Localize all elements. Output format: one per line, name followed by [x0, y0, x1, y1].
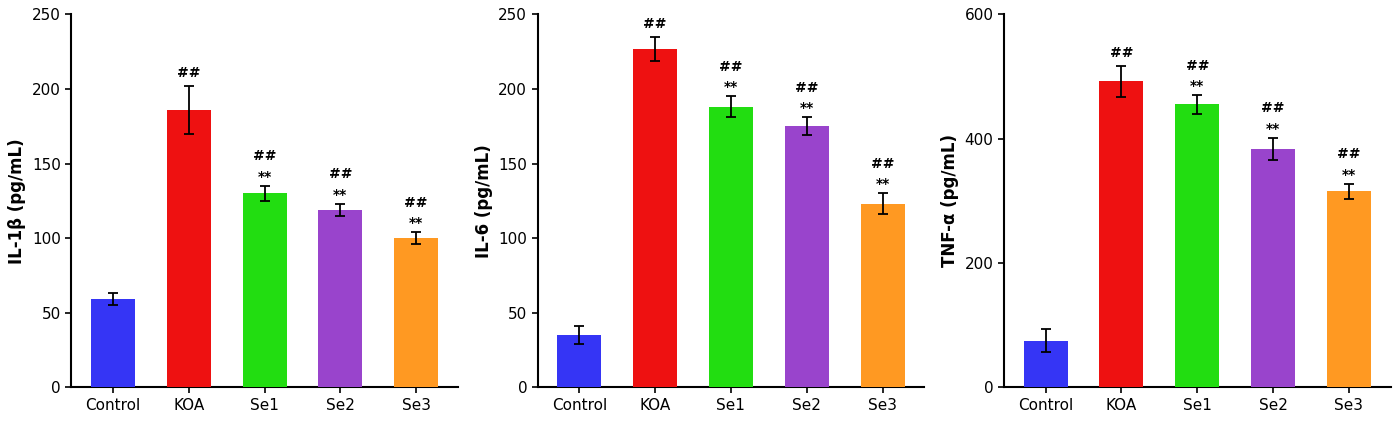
Bar [709, 107, 753, 387]
Bar [860, 204, 905, 387]
Text: ##: ## [329, 167, 353, 181]
Bar [1024, 341, 1067, 387]
Text: ##: ## [253, 149, 276, 163]
Bar [634, 49, 677, 387]
Text: ##: ## [176, 66, 200, 80]
Bar [785, 126, 828, 387]
Bar [1328, 192, 1371, 387]
Text: **: ** [723, 80, 739, 94]
Text: ##: ## [1337, 147, 1361, 161]
Bar [557, 335, 602, 387]
Bar [395, 238, 438, 387]
Y-axis label: IL-1β (pg/mL): IL-1β (pg/mL) [8, 138, 27, 264]
Y-axis label: TNF-α (pg/mL): TNF-α (pg/mL) [942, 134, 958, 267]
Text: **: ** [800, 101, 814, 115]
Text: **: ** [333, 188, 347, 202]
Text: **: ** [257, 170, 271, 184]
Text: ##: ## [795, 81, 818, 95]
Text: ##: ## [870, 157, 894, 171]
Text: ##: ## [1262, 101, 1284, 115]
Bar [242, 193, 287, 387]
Text: **: ** [409, 216, 424, 230]
Text: ##: ## [644, 16, 667, 31]
Bar [1175, 104, 1220, 387]
Text: ##: ## [719, 60, 743, 74]
Y-axis label: IL-6 (pg/mL): IL-6 (pg/mL) [474, 144, 492, 258]
Bar [166, 110, 211, 387]
Text: ##: ## [1185, 59, 1209, 72]
Text: **: ** [1342, 168, 1356, 182]
Bar [319, 210, 362, 387]
Bar [1251, 149, 1295, 387]
Text: **: ** [1191, 79, 1205, 93]
Bar [91, 299, 134, 387]
Text: ##: ## [404, 196, 428, 210]
Bar [1100, 81, 1143, 387]
Text: **: ** [1266, 122, 1280, 136]
Text: **: ** [876, 177, 890, 191]
Text: ##: ## [1109, 46, 1133, 60]
